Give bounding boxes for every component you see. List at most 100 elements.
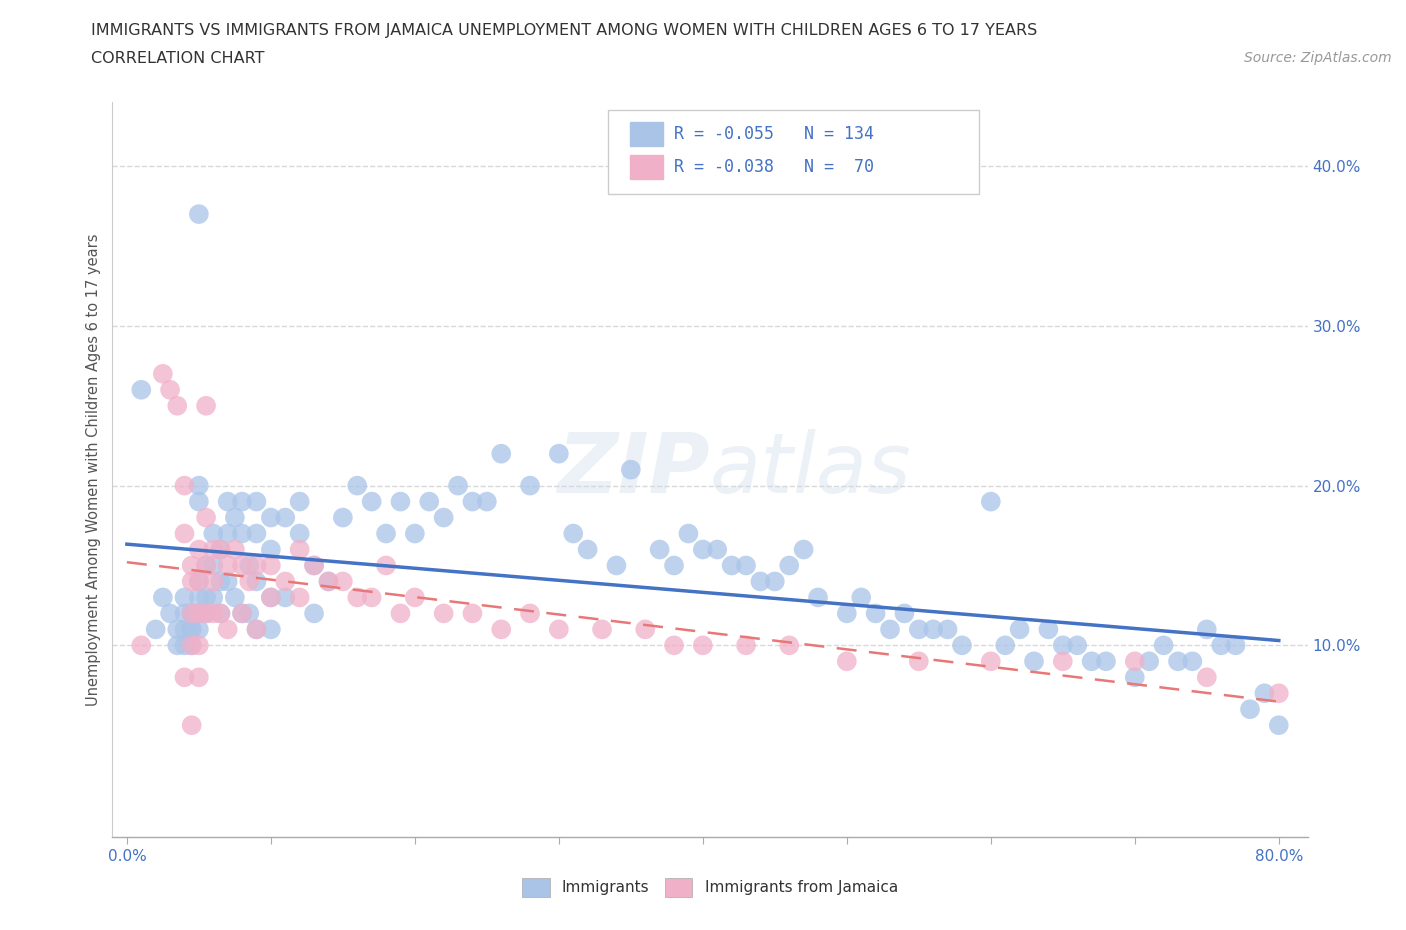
Point [288,526,311,541]
Point [807,590,830,604]
Point [1022,654,1045,669]
Point [260,622,283,637]
Point [173,590,195,604]
Point [180,606,202,621]
Point [1211,638,1233,653]
Point [346,478,368,493]
Point [318,574,340,589]
Point [302,558,325,573]
Point [475,494,498,509]
Point [231,558,253,573]
Point [778,558,800,573]
Point [375,558,398,573]
Point [217,574,239,589]
Point [245,526,267,541]
Bar [630,155,664,179]
Point [245,574,267,589]
Point [180,622,202,637]
Point [302,606,325,621]
Point [209,606,232,621]
Point [159,606,181,621]
Point [332,511,354,525]
Point [195,606,218,621]
Point [1052,654,1074,669]
Point [375,526,398,541]
Point [245,622,267,637]
Point [195,511,218,525]
Point [202,558,225,573]
Point [835,654,858,669]
Point [195,558,218,573]
Point [288,494,311,509]
Point [180,622,202,637]
Point [260,558,283,573]
FancyBboxPatch shape [609,110,979,194]
Point [202,606,225,621]
Point [195,606,218,621]
Point [318,574,340,589]
Point [491,622,513,637]
Point [209,542,232,557]
Point [274,590,297,604]
Point [1080,654,1102,669]
Point [433,511,456,525]
Point [980,494,1002,509]
Point [922,622,945,637]
Point [231,494,253,509]
Point [173,526,195,541]
Point [274,511,297,525]
Point [231,526,253,541]
Point [1195,622,1218,637]
Point [180,606,202,621]
Point [1137,654,1160,669]
Point [187,574,209,589]
Point [238,606,260,621]
Point [1253,685,1275,700]
Point [159,382,181,397]
Point [224,590,246,604]
Point [224,511,246,525]
Point [735,638,758,653]
Point [202,526,225,541]
Point [1038,622,1060,637]
Point [461,494,484,509]
Point [180,558,202,573]
Point [187,638,209,653]
Point [187,206,209,221]
Point [778,638,800,653]
Point [202,542,225,557]
Y-axis label: Unemployment Among Women with Children Ages 6 to 17 years: Unemployment Among Women with Children A… [86,233,101,706]
Point [1268,718,1291,733]
Point [519,478,541,493]
Point [173,670,195,684]
Point [260,590,283,604]
Point [491,446,513,461]
Point [180,718,202,733]
Point [187,542,209,557]
Point [173,622,195,637]
Point [547,446,569,461]
Point [692,542,714,557]
Point [980,654,1002,669]
Point [166,622,188,637]
Point [245,558,267,573]
Point [245,494,267,509]
Point [447,478,470,493]
Point [1153,638,1175,653]
Point [1095,654,1118,669]
Point [302,558,325,573]
Point [1268,685,1291,700]
Point [1123,654,1146,669]
Point [195,590,218,604]
Point [217,558,239,573]
Point [519,606,541,621]
Legend: Immigrants, Immigrants from Jamaica: Immigrants, Immigrants from Jamaica [516,872,904,903]
Point [260,542,283,557]
Point [1008,622,1031,637]
Point [835,606,858,621]
Point [763,574,786,589]
Point [187,590,209,604]
Point [893,606,915,621]
Point [936,622,959,637]
Point [576,542,599,557]
